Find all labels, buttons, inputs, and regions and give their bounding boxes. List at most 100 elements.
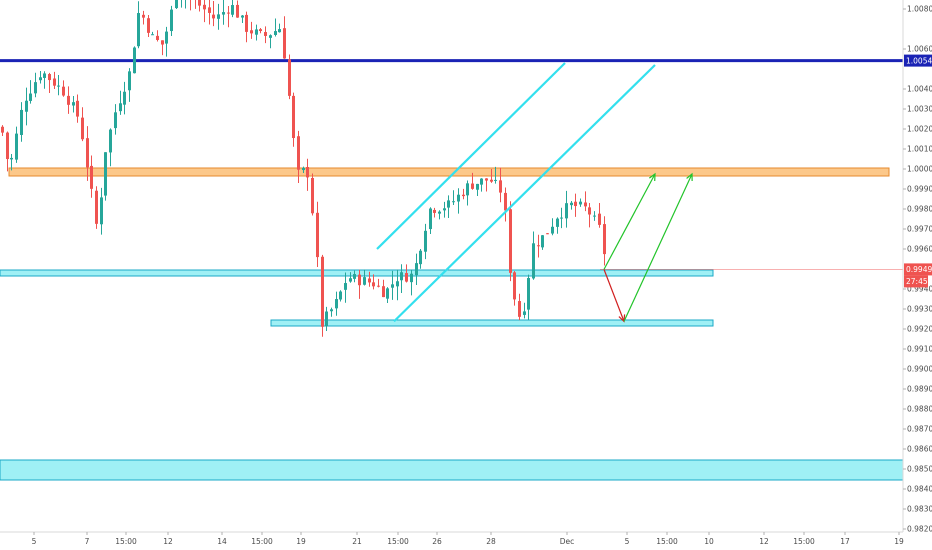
candle bbox=[250, 30, 253, 34]
candle bbox=[598, 213, 601, 225]
price-tick-label: 1.00800 bbox=[907, 5, 932, 14]
candle bbox=[480, 178, 483, 185]
forecast-up-arrow-2-head bbox=[686, 172, 693, 182]
candle bbox=[551, 226, 554, 234]
price-tag-label: 0.99498 bbox=[906, 265, 932, 274]
candle bbox=[292, 95, 295, 139]
candle bbox=[452, 201, 455, 203]
price-tag-label: 27:45 bbox=[906, 277, 928, 286]
candle bbox=[151, 34, 154, 36]
candle bbox=[81, 117, 84, 140]
candle bbox=[556, 218, 559, 227]
candle bbox=[358, 274, 361, 286]
candle bbox=[236, 4, 239, 18]
candle bbox=[443, 208, 446, 211]
candle bbox=[29, 93, 32, 101]
candle bbox=[156, 35, 159, 40]
time-tick-label: 26 bbox=[432, 537, 442, 546]
price-tick-label: 1.00200 bbox=[907, 125, 932, 134]
time-tick-label: 19 bbox=[894, 537, 904, 546]
candle bbox=[504, 192, 507, 211]
candle bbox=[100, 197, 103, 225]
time-tick-label: 7 bbox=[85, 537, 90, 546]
candle bbox=[565, 203, 568, 219]
cyan-zone-1 bbox=[0, 269, 714, 277]
candle bbox=[415, 263, 418, 276]
time-tick-label: 15:00 bbox=[656, 537, 678, 546]
candles-layer bbox=[1, 0, 606, 337]
candle bbox=[509, 209, 512, 273]
candle bbox=[527, 278, 530, 310]
candle bbox=[410, 273, 413, 283]
candle bbox=[325, 311, 328, 327]
candle bbox=[433, 209, 436, 213]
candle bbox=[25, 100, 28, 112]
candle bbox=[490, 179, 493, 182]
candle bbox=[485, 178, 488, 181]
candle bbox=[39, 77, 42, 81]
candle bbox=[114, 112, 117, 129]
price-tick-label: 1.00400 bbox=[907, 85, 932, 94]
price-tick-label: 1.00100 bbox=[907, 145, 932, 154]
candle bbox=[278, 29, 281, 33]
candle bbox=[170, 9, 173, 32]
drawings-layer bbox=[376, 62, 693, 323]
candle bbox=[245, 14, 248, 32]
candle bbox=[363, 277, 366, 285]
candle bbox=[57, 85, 60, 87]
time-tick-label: 28 bbox=[486, 537, 496, 546]
candle bbox=[302, 167, 305, 171]
price-tag-box bbox=[904, 54, 932, 67]
candle bbox=[546, 233, 549, 235]
candle bbox=[95, 190, 98, 224]
forecast-up-arrow-1 bbox=[603, 173, 656, 270]
time-tick-label: 17 bbox=[840, 537, 850, 546]
cyan-zone-2 bbox=[270, 319, 714, 327]
candle bbox=[274, 31, 277, 35]
candle bbox=[142, 14, 145, 18]
candle bbox=[198, 0, 201, 6]
candle bbox=[438, 211, 441, 214]
candle bbox=[34, 82, 37, 94]
price-axis[interactable]: 1.00800 1.00600 1.00400 1.00300 1.00200 1.001… bbox=[903, 5, 932, 534]
candle bbox=[462, 194, 465, 197]
candle bbox=[6, 132, 9, 160]
candle bbox=[259, 29, 262, 32]
candle bbox=[593, 215, 596, 217]
candle bbox=[15, 133, 18, 160]
time-axis[interactable]: 5 7 15:00 12 14 15:00 19 21 15:00 26 28 Dec 5 15:00 10… bbox=[32, 532, 904, 546]
candle bbox=[222, 12, 225, 15]
candle bbox=[368, 278, 371, 283]
zones-layer bbox=[0, 59, 904, 481]
forecast-down-arrow bbox=[603, 269, 625, 322]
candle bbox=[400, 272, 403, 281]
candle bbox=[494, 179, 497, 181]
candle bbox=[306, 166, 309, 178]
candle bbox=[227, 12, 230, 14]
time-tick-label: 19 bbox=[296, 537, 306, 546]
time-tick-label: 15:00 bbox=[387, 537, 409, 546]
candle bbox=[10, 157, 13, 160]
candle bbox=[137, 13, 140, 47]
candle bbox=[523, 311, 526, 315]
candle bbox=[109, 129, 112, 153]
candle bbox=[518, 301, 521, 317]
candle bbox=[574, 201, 577, 207]
candle bbox=[476, 183, 479, 190]
time-tick-label: 15:00 bbox=[115, 537, 137, 546]
price-tick-label: 0.98200 bbox=[907, 525, 932, 534]
candle bbox=[86, 138, 89, 168]
candle bbox=[165, 31, 168, 44]
candle bbox=[217, 14, 220, 19]
